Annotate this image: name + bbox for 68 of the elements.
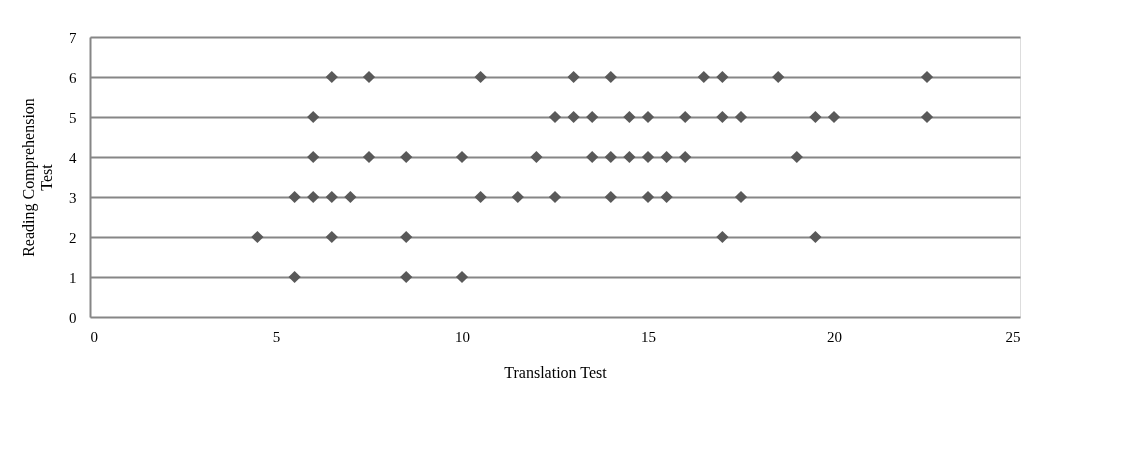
x-tick-label: 15: [641, 328, 656, 345]
point: [251, 230, 264, 244]
point: [716, 70, 729, 84]
y-tick-label: 6: [69, 69, 77, 86]
point: [400, 270, 413, 284]
point: [679, 150, 692, 164]
point: [734, 110, 748, 124]
point: [604, 70, 617, 84]
point: [288, 190, 301, 204]
point: [716, 110, 729, 124]
point: [325, 190, 338, 204]
point: [344, 190, 357, 204]
point: [604, 150, 617, 164]
y-tick-label: 3: [69, 189, 77, 206]
x-tick-label: 25: [1005, 328, 1021, 345]
point: [697, 70, 710, 84]
point: [641, 190, 655, 204]
y-axis-title: Reading Comprehension Test: [20, 98, 55, 257]
point: [734, 190, 748, 204]
point: [790, 150, 803, 164]
x-tick-label: 0: [90, 328, 98, 345]
point: [474, 70, 487, 84]
y-tick-label: 1: [69, 269, 77, 286]
y-tick-label: 0: [69, 309, 77, 326]
x-tick-label: 5: [272, 328, 281, 345]
point: [679, 110, 692, 124]
point: [325, 230, 338, 244]
point: [641, 110, 655, 124]
point: [307, 110, 320, 124]
point: [455, 150, 469, 164]
point: [530, 150, 543, 164]
point: [920, 70, 934, 84]
point: [586, 110, 599, 124]
point: [548, 190, 562, 204]
y-tick-label: 4: [69, 149, 77, 166]
point: [809, 110, 822, 124]
point: [400, 150, 413, 164]
point: [567, 110, 580, 124]
y-tick-label: 2: [69, 229, 77, 246]
point: [548, 110, 562, 124]
point: [474, 190, 487, 204]
point: [455, 270, 469, 284]
point: [660, 190, 673, 204]
x-axis-title: Translation Test: [504, 363, 608, 381]
point: [400, 230, 413, 244]
y-tick-label: 7: [69, 29, 77, 46]
point: [288, 270, 301, 284]
point: [623, 150, 636, 164]
y-tick-label: 5: [69, 109, 77, 126]
point: [641, 150, 655, 164]
point: [325, 70, 338, 84]
point: [827, 110, 841, 124]
point: [362, 150, 376, 164]
point: [362, 70, 376, 84]
point: [586, 150, 599, 164]
point: [660, 150, 673, 164]
point: [920, 110, 934, 124]
point: [809, 230, 822, 244]
point: [772, 70, 785, 84]
point: [511, 190, 524, 204]
point: [307, 150, 320, 164]
point: [716, 230, 729, 244]
x-tick-label: 10: [455, 328, 470, 345]
point: [623, 110, 636, 124]
point: [307, 190, 320, 204]
x-tick-label: 20: [827, 328, 842, 345]
point: [567, 70, 580, 84]
point: [604, 190, 617, 204]
